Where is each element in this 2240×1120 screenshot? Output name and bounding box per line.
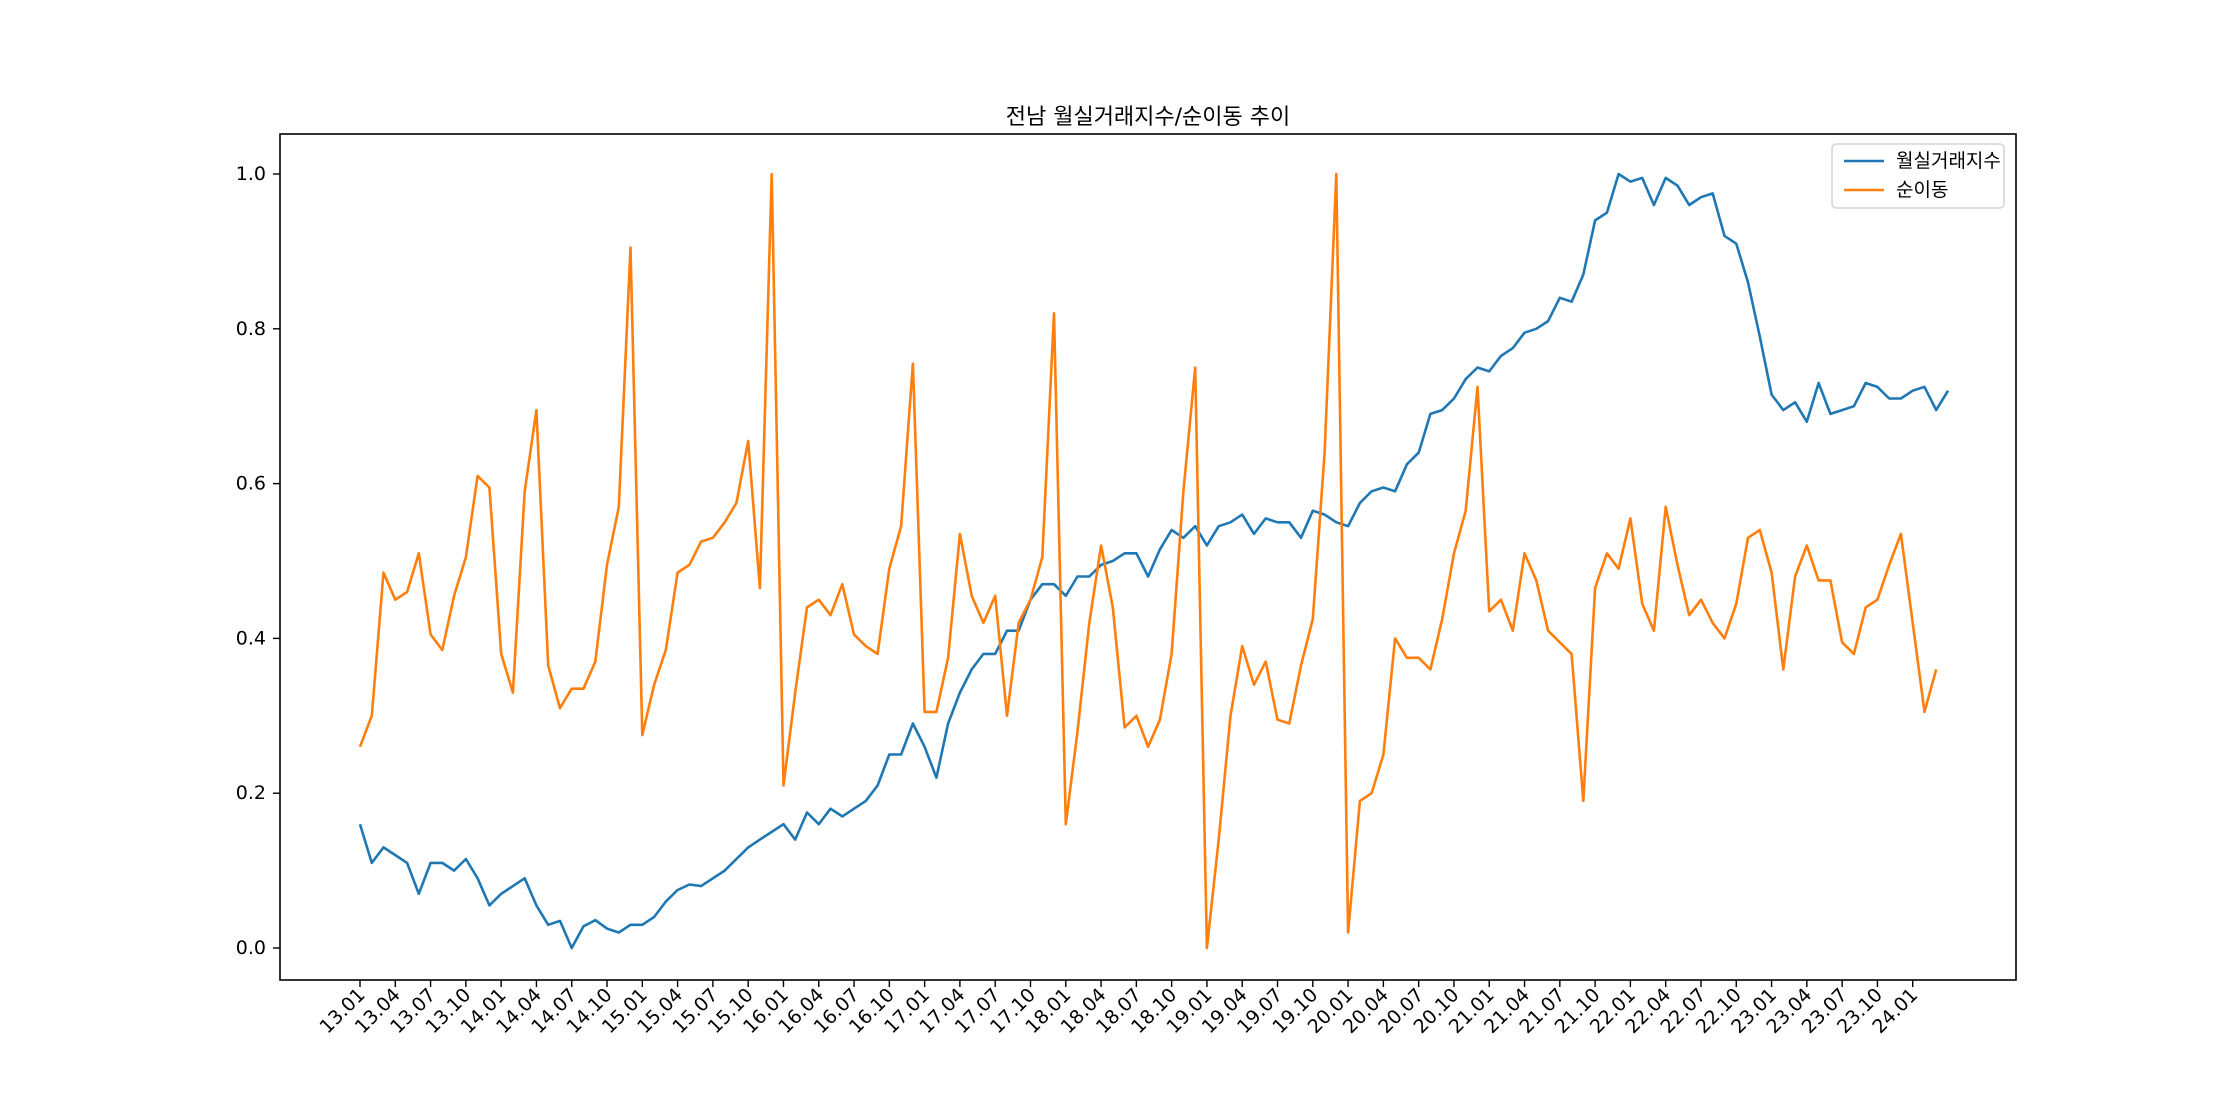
legend: 월실거래지수 순이동	[1831, 143, 2005, 209]
y-tick-label: 0.0	[236, 937, 266, 959]
y-tick-label: 0.4	[236, 627, 266, 649]
legend-label-series-1: 순이동	[1896, 179, 1948, 201]
series-layer	[358, 172, 1950, 950]
series-line-1	[358, 172, 1938, 950]
y-tick-label: 1.0	[236, 163, 266, 185]
y-tick-label: 0.2	[236, 782, 266, 804]
series-line-0	[358, 172, 1950, 950]
plot-frame	[279, 133, 2017, 981]
y-tick-label: 0.8	[236, 318, 266, 340]
x-axis: 13.0113.0413.0713.1014.0114.0414.0714.10…	[316, 980, 1922, 1038]
legend-label-series-0: 월실거래지수	[1896, 150, 2001, 172]
chart-title: 전남 월실거래지수/순이동 추이	[1006, 105, 1291, 130]
y-axis: 0.0 0.2 0.4 0.6 0.8 1.0	[236, 163, 280, 959]
y-tick-label: 0.6	[236, 473, 266, 495]
